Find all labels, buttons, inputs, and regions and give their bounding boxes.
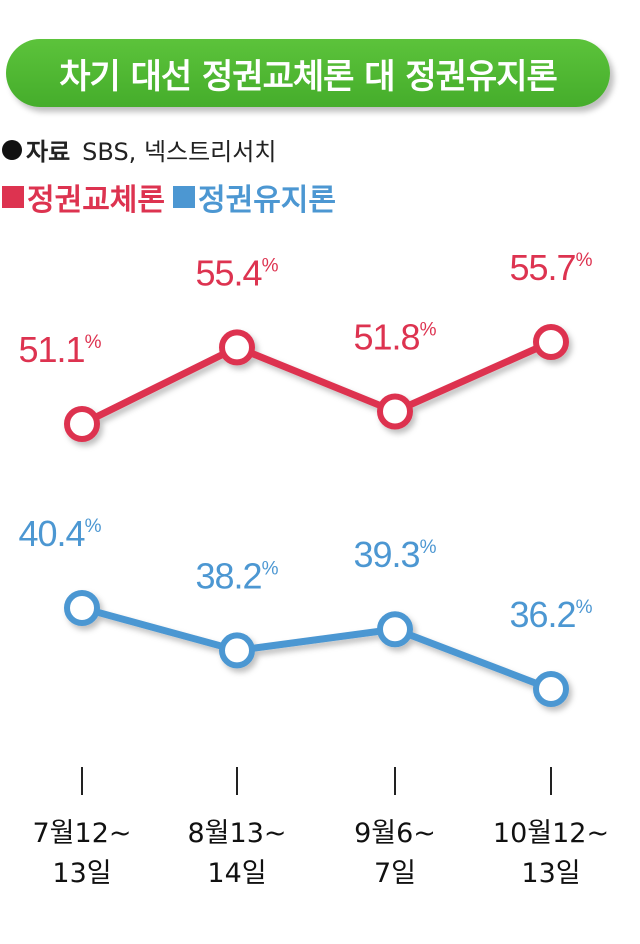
data-point-0-0	[64, 406, 100, 442]
source-text: SBS, 넥스트리서치	[82, 138, 277, 166]
data-label-unit: %	[420, 320, 437, 341]
data-label-unit: %	[85, 332, 102, 353]
legend-swatch-maintain	[173, 186, 195, 208]
bullet-icon	[2, 139, 22, 160]
data-label-0-1: 55.4%	[196, 252, 279, 293]
x-tick-label-2-1: 7일	[374, 858, 416, 889]
data-label-1-2: 39.3%	[354, 534, 437, 575]
data-label-value: 51.1	[19, 329, 85, 370]
data-label-unit: %	[420, 537, 437, 558]
data-label-value: 55.7	[510, 247, 576, 288]
data-label-value: 55.4	[196, 252, 262, 293]
data-label-value: 36.2	[510, 594, 576, 635]
data-point-1-1	[219, 632, 255, 669]
data-label-value: 39.3	[354, 534, 420, 575]
x-tick-label-3-0: 10월12~	[493, 818, 609, 849]
series-line-1	[78, 604, 555, 693]
source-note: 자료 SBS, 넥스트리서치	[2, 132, 276, 167]
x-tick-label-2-0: 9월6~	[354, 818, 436, 849]
data-label-value: 38.2	[196, 555, 262, 596]
data-point-1-2	[377, 611, 413, 648]
x-tick-label-1-1: 14일	[207, 858, 266, 889]
title-banner: 차기 대선 정권교체론 대 정권유지론	[6, 39, 610, 107]
series-0	[64, 324, 569, 442]
legend-item-replace: 정권교체론	[2, 175, 165, 219]
series-line-0	[78, 338, 555, 428]
data-point-0-3	[533, 324, 569, 360]
data-label-unit: %	[262, 255, 279, 276]
data-label-value: 51.8	[354, 317, 420, 358]
legend-label-maintain: 정권유지론	[198, 183, 336, 218]
legend-swatch-replace	[2, 186, 24, 208]
source-label: 자료	[26, 138, 71, 166]
data-label-1-0: 40.4%	[19, 513, 102, 554]
series-1	[64, 590, 569, 707]
legend-label-replace: 정권교체론	[27, 183, 165, 218]
data-point-0-2	[377, 393, 413, 430]
chart-title: 차기 대선 정권교체론 대 정권유지론	[59, 56, 558, 97]
data-label-unit: %	[576, 597, 593, 618]
data-label-value: 40.4	[19, 513, 85, 554]
data-label-0-3: 55.7%	[510, 247, 593, 288]
data-point-1-0	[64, 590, 100, 626]
data-label-1-3: 36.2%	[510, 594, 593, 635]
x-tick-label-1-0: 8월13~	[188, 818, 287, 849]
x-tick-label-0-1: 13일	[52, 858, 111, 889]
legend: 정권교체론 정권유지론	[2, 175, 344, 219]
data-label-unit: %	[262, 558, 279, 579]
data-label-1-1: 38.2%	[196, 555, 279, 596]
data-point-1-3	[533, 671, 569, 707]
data-point-0-1	[219, 329, 255, 366]
data-label-unit: %	[85, 516, 102, 537]
data-label-unit: %	[576, 250, 593, 271]
data-label-0-2: 51.8%	[354, 317, 437, 358]
data-label-0-0: 51.1%	[19, 329, 102, 370]
x-tick-label-3-1: 13일	[521, 858, 580, 889]
x-tick-label-0-0: 7월12~	[33, 818, 132, 849]
legend-item-maintain: 정권유지론	[173, 175, 336, 219]
